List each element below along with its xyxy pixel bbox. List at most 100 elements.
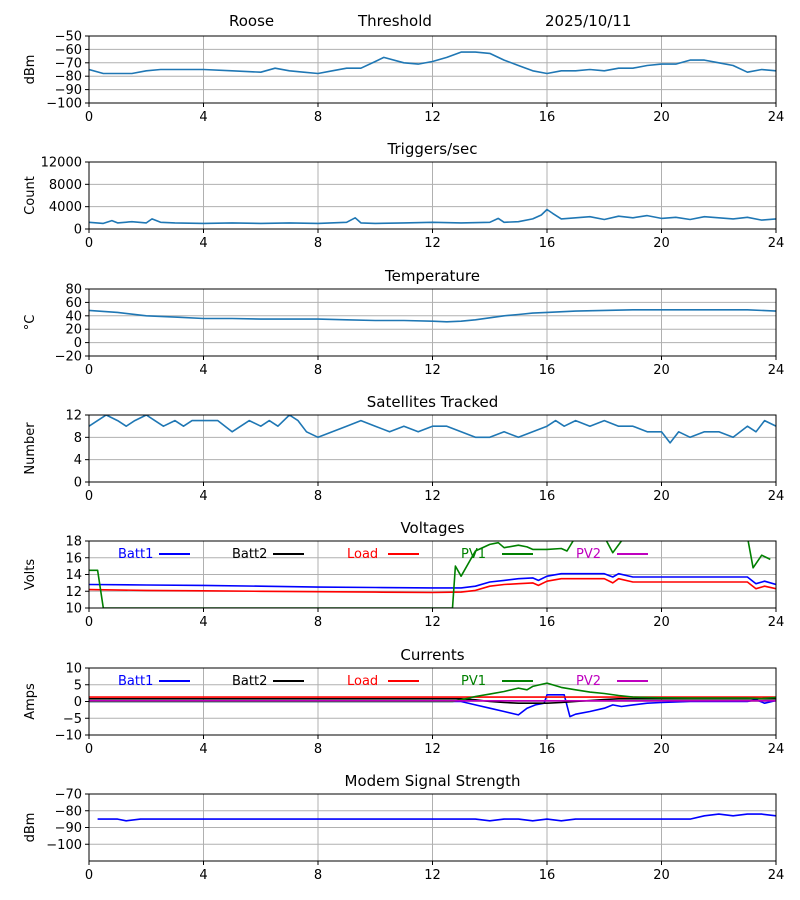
triggers-xtick-label: 20 [653,236,670,251]
temperature-xtick-label: 24 [768,363,785,378]
temperature-xtick-label: 20 [653,363,670,378]
currents-legend-label-batt2: Batt2 [232,674,267,689]
signal-xtick-label: 16 [539,110,556,125]
temperature-ylabel: °C [23,315,38,331]
triggers-xtick-label: 24 [768,236,785,251]
modem-ylabel: dBm [23,813,38,843]
modem-xtick-label: 0 [85,868,93,883]
satellites-ytick-label: 4 [74,453,82,468]
currents-legend-label-load: Load [347,674,378,689]
temperature-xtick-label: 12 [424,363,441,378]
voltages-xtick-label: 0 [85,615,93,630]
signal-ytick-label: −50 [55,30,82,45]
modem-title: Modem Signal Strength [345,772,521,790]
triggers-frame [88,161,777,230]
satellites-series-0 [89,415,776,444]
voltages-ytick-label: 18 [65,535,82,550]
currents-xtick-label: 8 [314,742,322,757]
header-station: Roose [229,12,275,30]
temperature-ytick-label: 80 [65,283,82,298]
signal-xtick-label: 20 [653,110,670,125]
temperature-ytick-label: 0 [74,336,82,351]
currents-xtick-label: 4 [199,742,207,757]
temperature-ytick-label: 20 [65,323,82,338]
signal-ytick-label: −100 [46,97,82,112]
currents-legend-label-batt1: Batt1 [118,674,153,689]
modem-xtick-label: 20 [653,868,670,883]
satellites-xtick-label: 8 [314,489,322,504]
satellites-ytick-label: 0 [74,476,82,491]
signal-xtick-label: 12 [424,110,441,125]
temperature-title: Temperature [384,267,480,285]
signal-xtick-label: 0 [85,110,93,125]
temperature-ytick-label: −20 [55,350,82,365]
temperature-xtick-label: 0 [85,363,93,378]
modem-xtick-label: 16 [539,868,556,883]
header-mode: Threshold [358,12,432,30]
signal-xtick-label: 24 [768,110,785,125]
modem-xtick-label: 8 [314,868,322,883]
modem-xtick-label: 12 [424,868,441,883]
temperature-xtick-label: 8 [314,363,322,378]
currents-ytick-label: 0 [74,695,82,710]
modem-ytick-label: −80 [55,804,82,819]
signal-ylabel: dBm [23,55,38,85]
triggers-ytick-label: 4000 [49,200,82,215]
header-date: 2025/10/11 [545,12,632,30]
satellites-ytick-label: 12 [65,409,82,424]
voltages-series-batt1 [89,572,776,589]
voltages-ylabel: Volts [23,559,38,591]
signal-xtick-label: 4 [199,110,207,125]
currents-ylabel: Amps [23,683,38,720]
voltages-ytick-label: 10 [65,602,82,617]
currents-frame [88,667,777,736]
satellites-xtick-label: 20 [653,489,670,504]
triggers-ylabel: Count [23,176,38,215]
signal-xtick-label: 8 [314,110,322,125]
voltages-ytick-label: 16 [65,551,82,566]
modem-ytick-label: −70 [55,788,82,803]
triggers-xtick-label: 16 [539,236,556,251]
voltages-legend-label-pv1: PV1 [461,547,486,562]
currents-series-pv1 [89,682,776,703]
temperature-xtick-label: 16 [539,363,556,378]
satellites-frame [88,414,777,483]
satellites-xtick-label: 0 [85,489,93,504]
currents-xtick-label: 24 [768,742,785,757]
voltages-legend-label-batt1: Batt1 [118,547,153,562]
voltages-frame [88,540,777,609]
modem-xtick-label: 4 [199,868,207,883]
currents-ytick-label: −10 [55,729,82,744]
temperature-xtick-label: 4 [199,363,207,378]
voltages-xtick-label: 4 [199,615,207,630]
voltages-series-pv1 [89,541,771,608]
modem-ytick-label: −100 [46,838,82,853]
satellites-title: Satellites Tracked [367,393,498,411]
voltages-series-load [89,577,776,594]
voltages-xtick-label: 12 [424,615,441,630]
voltages-ytick-label: 12 [65,585,82,600]
triggers-xtick-label: 8 [314,236,322,251]
triggers-ytick-label: 12000 [41,156,82,171]
currents-xtick-label: 20 [653,742,670,757]
modem-series-0 [97,813,776,822]
currents-xtick-label: 0 [85,742,93,757]
voltages-xtick-label: 8 [314,615,322,630]
voltages-legend-label-pv2: PV2 [576,547,601,562]
triggers-title: Triggers/sec [387,140,478,158]
temperature-series-0 [89,308,776,323]
voltages-xtick-label: 16 [539,615,556,630]
modem-frame [88,793,777,862]
signal-ytick-label: −60 [55,43,82,58]
modem-xtick-label: 24 [768,868,785,883]
satellites-ytick-label: 8 [74,431,82,446]
temperature-ytick-label: 60 [65,296,82,311]
signal-ytick-label: −90 [55,83,82,98]
signal-ytick-label: −80 [55,70,82,85]
voltages-xtick-label: 20 [653,615,670,630]
triggers-xtick-label: 4 [199,236,207,251]
voltages-title: Voltages [400,519,464,537]
triggers-series-0 [89,208,776,225]
